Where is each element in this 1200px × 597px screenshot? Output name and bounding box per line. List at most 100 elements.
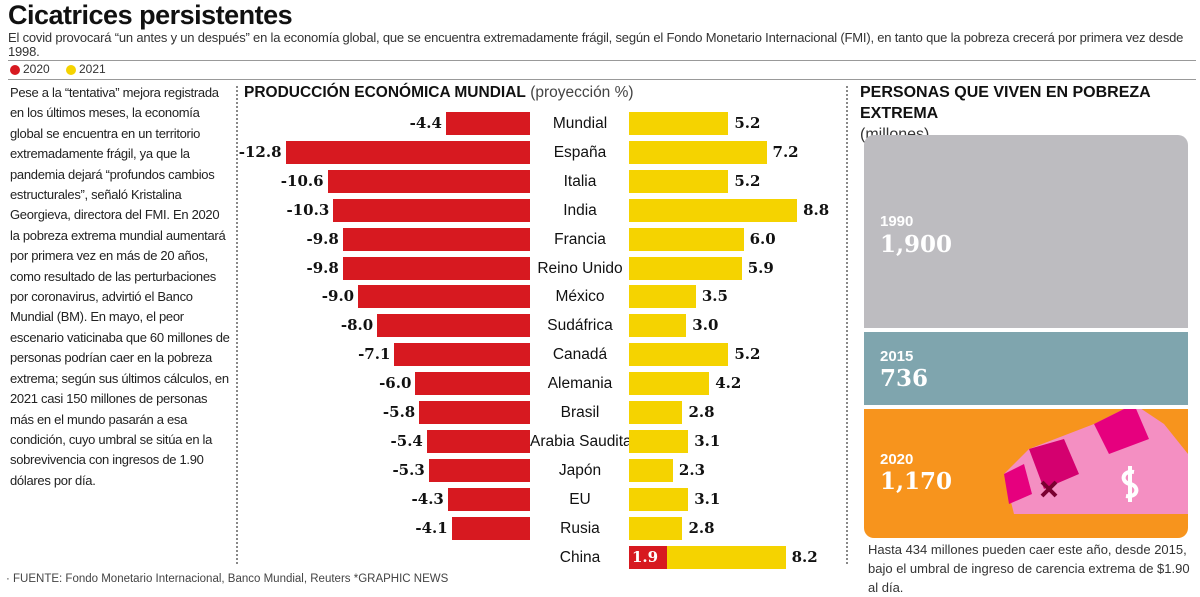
country-label: Canadá — [552, 346, 608, 364]
chart-title-text: PRODUCCIÓN ECONÓMICA MUNDIAL — [244, 84, 526, 101]
country-label: India — [563, 201, 597, 219]
legend-label: 2020 — [23, 62, 50, 76]
body-text: Pese a la “tentativa” mejora registrada … — [10, 85, 230, 488]
bar-2020 — [447, 487, 530, 511]
value-label-2020: -10.6 — [280, 171, 324, 190]
bar-2020 — [415, 372, 530, 396]
bar-2020 — [342, 256, 530, 280]
value-label: 736 — [880, 365, 929, 392]
value-label-2020: -9.8 — [306, 258, 339, 277]
value-label-2020: -5.3 — [392, 460, 425, 479]
country-label: Sudáfrica — [547, 317, 613, 335]
year-label: 1990 — [880, 213, 914, 230]
piggy-bank-icon — [1004, 409, 1188, 514]
value-label-2021: 5.9 — [747, 258, 774, 277]
bar-2021 — [629, 343, 729, 367]
bar-2020 — [358, 285, 530, 309]
country-label: Reino Unido — [537, 259, 623, 277]
value-label-2021: 6.0 — [749, 229, 776, 248]
value-label-2020: -9.0 — [321, 287, 355, 306]
country-label: Japón — [558, 461, 602, 479]
value-label-2020: -4.1 — [415, 518, 448, 537]
bar-2020 — [445, 112, 530, 135]
value-label-2021: 3.1 — [694, 431, 721, 450]
red-dot-icon — [10, 64, 20, 75]
bar-2020 — [451, 516, 530, 540]
bar-2020 — [419, 401, 530, 424]
bar-2021 — [629, 140, 767, 164]
value-label-2021: 3.1 — [694, 489, 721, 508]
value-label-2021: 5.2 — [734, 171, 761, 190]
page-title: Cicatrices persistentes — [8, 0, 293, 30]
value-label: 1,170 — [880, 468, 953, 495]
value-label-2020: -6.0 — [379, 374, 412, 393]
country-label: Arabia Saudita — [530, 432, 632, 450]
bar-2021 — [629, 169, 729, 193]
bar-2021 — [629, 112, 729, 135]
divider — [8, 60, 1196, 61]
legend-2021: 2021 — [66, 63, 106, 76]
bar-2020 — [377, 314, 530, 338]
value-label-2020: -5.4 — [390, 431, 423, 450]
poverty-note: Hasta 434 millones pueden caer este año,… — [868, 542, 1190, 595]
value-label-2020: -7.1 — [358, 345, 391, 364]
source-credit: · FUENTE: Fondo Monetario Internacional,… — [6, 573, 449, 585]
chart-title: PRODUCCIÓN ECONÓMICA MUNDIAL (proyección… — [244, 84, 634, 102]
value-label-2020: 1.9 — [632, 547, 659, 566]
legend-label: 2021 — [79, 62, 106, 76]
value-label-2021: 2.8 — [688, 518, 715, 537]
country-label: Alemania — [547, 375, 613, 393]
poverty-block-2020: 2020 1,170 — [864, 409, 1188, 538]
bar-2020 — [342, 227, 530, 251]
bar-2021 — [629, 458, 673, 482]
bar-2020 — [327, 169, 530, 193]
legend-2020: 2020 — [10, 63, 50, 76]
country-label: EU — [569, 490, 591, 508]
value-label-2021: 8.8 — [803, 200, 830, 219]
country-label: Brasil — [560, 404, 600, 421]
value-label: 1,900 — [880, 231, 953, 258]
value-label-2021: 2.3 — [678, 460, 706, 479]
country-label: México — [555, 288, 605, 306]
bar-2021 — [629, 545, 786, 569]
poverty-title-text: PERSONAS QUE VIVEN EN POBREZA EXTREMA — [860, 84, 1151, 122]
value-label-2021: 3.5 — [701, 287, 728, 306]
bar-2020 — [428, 458, 530, 482]
poverty-block-1990: 1990 1,900 — [864, 135, 1188, 328]
value-label-2020: -12.8 — [238, 142, 282, 161]
bar-2021 — [629, 372, 710, 396]
value-label-2021: 7.2 — [772, 142, 799, 161]
yellow-dot-icon — [66, 64, 76, 75]
value-label-2020: -5.8 — [382, 403, 416, 421]
value-label-2021: 5.2 — [734, 345, 761, 364]
value-label-2020: -4.3 — [411, 489, 444, 508]
bar-2021 — [629, 516, 683, 540]
bar-2021 — [629, 285, 696, 309]
country-label: Francia — [554, 230, 606, 248]
bar-2020 — [629, 545, 668, 569]
value-label-2020: -9.8 — [306, 229, 339, 248]
country-label: Mundial — [552, 115, 608, 132]
bar-2021 — [629, 198, 798, 222]
value-label-2020: -8.0 — [340, 316, 374, 335]
bar-2020 — [426, 429, 530, 453]
poverty-block-2015: 2015 736 — [864, 332, 1188, 405]
value-label-2021: 4.2 — [715, 374, 742, 393]
value-label-2021: 5.2 — [734, 114, 761, 132]
bar-2021 — [629, 487, 689, 511]
country-label: China — [559, 548, 601, 566]
value-label-2021: 2.8 — [688, 403, 715, 421]
value-label-2020: -10.3 — [286, 200, 330, 219]
bar-2020 — [285, 140, 530, 164]
bar-2020 — [333, 198, 530, 222]
value-label-2020: -4.4 — [409, 114, 442, 132]
bar-2021 — [629, 227, 744, 251]
bar-2021 — [629, 256, 742, 280]
value-label-2021: 3.0 — [692, 316, 719, 335]
country-label: Italia — [563, 172, 597, 190]
chart-subtitle: (proyección %) — [530, 84, 634, 101]
year-label: 2015 — [880, 348, 914, 365]
dotted-divider — [236, 86, 238, 564]
country-label: Rusia — [560, 519, 600, 537]
dotted-divider — [846, 86, 848, 564]
